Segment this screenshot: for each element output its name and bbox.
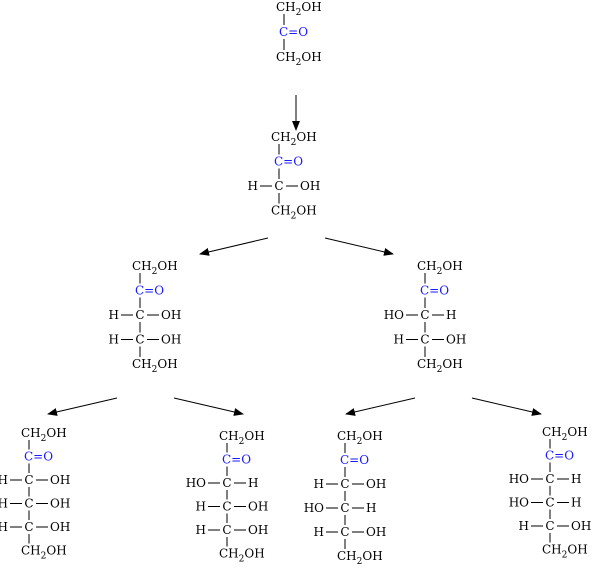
arrow-c5b-to-c6c (345, 397, 416, 416)
left-substituent: H (314, 525, 324, 539)
ch2oh-label: CH2OH (337, 549, 383, 567)
left-substituent: H (196, 500, 206, 514)
left-substituent: H (248, 179, 258, 193)
right-substituent: H (446, 308, 456, 322)
carbon-label: C (222, 476, 231, 490)
ch2oh-label: CH2OH (276, 0, 322, 18)
carbon-label: C (274, 179, 283, 193)
left-substituent: H (394, 333, 404, 347)
left-substituent: HO (186, 476, 206, 490)
left-substituent: H (0, 497, 8, 511)
structure-c4: CH2OH C=O C H OH CH2OH (248, 130, 321, 222)
arrow-c4-to-c5b (324, 237, 394, 256)
left-substituent: HO (304, 501, 324, 515)
left-substituent: HO (384, 308, 404, 322)
ch2oh-label: CH2OH (219, 429, 265, 447)
left-substituent: HO (509, 496, 529, 510)
ch2oh-label: CH2OH (276, 50, 322, 68)
ch2oh-label: CH2OH (542, 543, 588, 561)
carbonyl-label: C=O (340, 453, 369, 467)
carbon-label: C (340, 525, 349, 539)
carbonyl-label: C=O (222, 453, 251, 467)
ch2oh-label: CH2OH (417, 357, 463, 375)
ch2oh-label: CH2OH (219, 547, 265, 565)
right-substituent: OH (248, 500, 268, 514)
right-substituent: OH (300, 179, 320, 193)
left-substituent: HO (509, 472, 529, 486)
ch2oh-label: CH2OH (417, 259, 463, 277)
right-substituent: OH (50, 497, 70, 511)
arrows-layer (47, 95, 542, 416)
left-substituent: H (196, 523, 206, 537)
left-substituent: H (314, 477, 324, 491)
carbonyl-label: C=O (274, 155, 303, 169)
carbon-label: C (222, 500, 231, 514)
structure-c3: CH2OH C=O CH2OH (276, 0, 322, 68)
ch2oh-label: CH2OH (271, 130, 317, 148)
left-substituent: H (0, 473, 8, 487)
left-substituent: H (109, 333, 119, 347)
carbon-label: C (24, 520, 33, 534)
right-substituent: OH (50, 473, 70, 487)
carbon-label: C (135, 333, 144, 347)
carbon-label: C (545, 496, 554, 510)
left-substituent: H (0, 520, 8, 534)
right-substituent: OH (366, 477, 386, 491)
right-substituent: OH (161, 308, 181, 322)
structure-c6a: CH2OH C=O C H OH C H OH C H OH CH2OH (0, 426, 70, 562)
right-substituent: OH (571, 519, 591, 533)
carbon-label: C (24, 473, 33, 487)
carbon-label: C (24, 497, 33, 511)
ch2oh-label: CH2OH (132, 357, 178, 375)
right-substituent: OH (446, 333, 466, 347)
right-substituent: OH (248, 523, 268, 537)
arrow-c5a-to-c6a (47, 397, 118, 416)
right-substituent: OH (50, 520, 70, 534)
right-substituent: H (248, 476, 258, 490)
arrow-c4-to-c5a (199, 237, 269, 256)
carbonyl-label: C=O (545, 449, 574, 463)
carbonyl-label: C=O (24, 450, 53, 464)
arrow-c5b-to-c6d (471, 397, 542, 416)
carbon-label: C (340, 501, 349, 515)
structure-c5a: CH2OH C=O C H OH C H OH CH2OH (109, 259, 182, 375)
left-substituent: H (109, 308, 119, 322)
right-substituent: OH (161, 333, 181, 347)
carbon-label: C (420, 308, 429, 322)
carbon-label: C (135, 308, 144, 322)
arrow-c5a-to-c6b (173, 397, 244, 416)
carbonyl-label: C=O (135, 284, 164, 298)
ch2oh-label: CH2OH (337, 429, 383, 447)
right-substituent: H (571, 472, 581, 486)
ch2oh-label: CH2OH (132, 259, 178, 277)
right-substituent: H (366, 501, 376, 515)
carbon-label: C (222, 523, 231, 537)
ch2oh-label: CH2OH (271, 204, 317, 222)
carbonyl-label: C=O (420, 284, 449, 298)
carbonyl-label: C=O (279, 25, 308, 39)
ch2oh-label: CH2OH (21, 426, 67, 444)
carbon-label: C (545, 519, 554, 533)
carbon-label: C (545, 472, 554, 486)
ch2oh-label: CH2OH (542, 425, 588, 443)
carbon-label: C (420, 333, 429, 347)
ch2oh-label: CH2OH (21, 544, 67, 562)
right-substituent: H (571, 496, 581, 510)
right-substituent: OH (366, 525, 386, 539)
carbon-label: C (340, 477, 349, 491)
left-substituent: H (519, 519, 529, 533)
